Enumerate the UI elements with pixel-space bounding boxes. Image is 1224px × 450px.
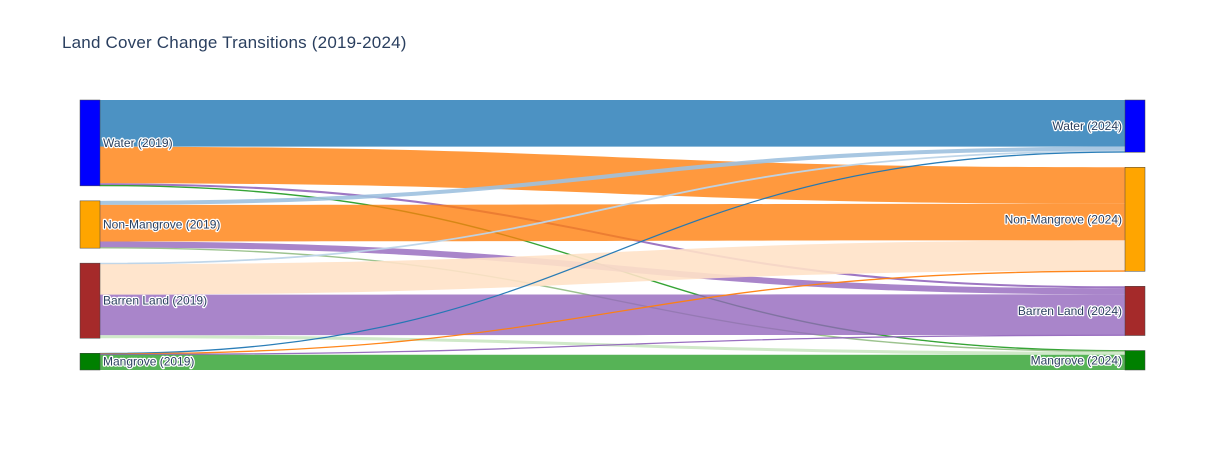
link-w19-to-w24[interactable] bbox=[100, 100, 1125, 147]
link-n19-to-n24[interactable] bbox=[100, 203, 1125, 242]
links-layer bbox=[99, 100, 1126, 370]
link-b19-to-n24[interactable] bbox=[100, 240, 1125, 295]
node-label-water-2024: Water (2024) bbox=[1052, 119, 1122, 133]
node-label-barren-land-2024: Barren Land (2024) bbox=[1018, 304, 1122, 318]
chart-title: Land Cover Change Transitions (2019-2024… bbox=[62, 33, 407, 52]
link-m19-to-m24[interactable] bbox=[100, 354, 1125, 370]
node-barren-land-2024[interactable] bbox=[1124, 286, 1146, 336]
node-water-2019[interactable] bbox=[79, 99, 101, 187]
node-non-mangrove-2024[interactable] bbox=[1124, 167, 1146, 272]
nodes-layer bbox=[79, 99, 1146, 371]
node-label-barren-land-2019: Barren Land (2019) bbox=[103, 294, 207, 308]
labels-layer: Water (2019) Non-Mangrove (2019) Barren La… bbox=[102, 118, 1123, 370]
node-label-non-mangrove-2019: Non-Mangrove (2019) bbox=[103, 218, 220, 232]
node-label-mangrove-2019: Mangrove (2019) bbox=[103, 355, 194, 369]
node-label-mangrove-2024: Mangrove (2024) bbox=[1031, 353, 1122, 367]
link-n19-to-w24[interactable] bbox=[100, 146, 1125, 205]
node-non-mangrove-2019[interactable] bbox=[79, 200, 101, 249]
node-water-2024[interactable] bbox=[1124, 99, 1146, 153]
node-label-non-mangrove-2024: Non-Mangrove (2024) bbox=[1005, 212, 1122, 226]
node-barren-land-2019[interactable] bbox=[79, 262, 101, 339]
link-b19-to-b24[interactable] bbox=[100, 294, 1125, 336]
node-mangrove-2019[interactable] bbox=[79, 353, 101, 371]
node-label-water-2019: Water (2019) bbox=[103, 136, 173, 150]
node-mangrove-2024[interactable] bbox=[1124, 350, 1146, 371]
